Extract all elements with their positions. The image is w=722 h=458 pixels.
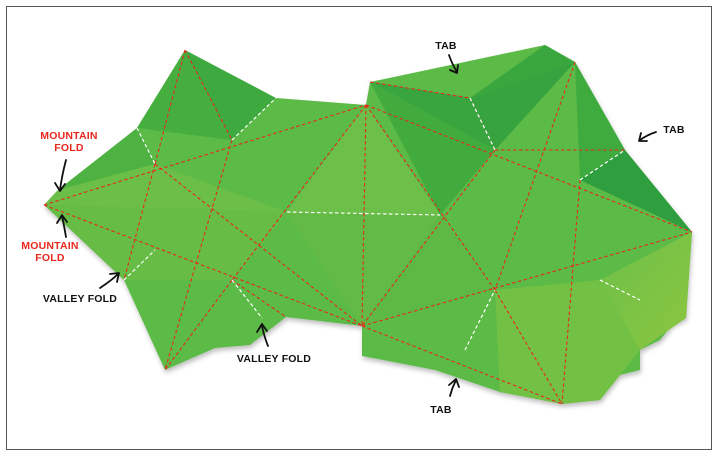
arrow-mountain-top-icon	[55, 160, 66, 191]
arrow-tab-right-icon	[639, 132, 656, 141]
tab-label-top: TAB	[428, 40, 464, 52]
arrow-tab-bottom-icon	[449, 379, 459, 396]
valley-fold-label-left: VALLEY FOLD	[30, 293, 130, 305]
mountain-fold-label-bottom: MOUNTAIN FOLD	[8, 240, 92, 264]
arrow-valley-left-icon	[100, 273, 119, 288]
tab-label-bottom: TAB	[423, 404, 459, 416]
tab-label-right: TAB	[656, 124, 692, 136]
mountain-fold-label-top: MOUNTAIN FOLD	[24, 130, 114, 154]
valley-fold-label-bottom: VALLEY FOLD	[226, 353, 322, 365]
